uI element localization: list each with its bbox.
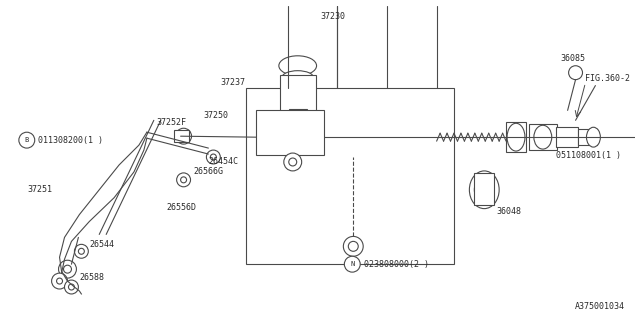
Text: 37230: 37230 bbox=[320, 12, 345, 21]
Ellipse shape bbox=[474, 177, 494, 203]
Circle shape bbox=[568, 66, 582, 80]
Bar bbox=[280, 75, 316, 112]
Bar bbox=[246, 88, 454, 264]
Ellipse shape bbox=[507, 123, 525, 151]
Text: 051108001(1 ): 051108001(1 ) bbox=[556, 150, 621, 160]
Text: 26544: 26544 bbox=[90, 240, 115, 249]
Text: FIG.360-2: FIG.360-2 bbox=[586, 74, 630, 83]
Circle shape bbox=[58, 260, 76, 278]
Circle shape bbox=[175, 128, 191, 144]
Circle shape bbox=[52, 273, 67, 289]
Circle shape bbox=[343, 236, 363, 256]
Circle shape bbox=[19, 132, 35, 148]
Text: 26566G: 26566G bbox=[193, 167, 223, 176]
Bar bbox=[506, 122, 526, 152]
Ellipse shape bbox=[586, 127, 600, 147]
Text: 011308200(1 ): 011308200(1 ) bbox=[38, 136, 102, 145]
Text: 37237: 37237 bbox=[220, 78, 245, 87]
Circle shape bbox=[344, 256, 360, 272]
Circle shape bbox=[177, 173, 191, 187]
Bar bbox=[289, 109, 307, 125]
Text: A375001034: A375001034 bbox=[575, 302, 625, 311]
Ellipse shape bbox=[469, 171, 499, 209]
Bar bbox=[577, 129, 597, 145]
Text: 37252F: 37252F bbox=[157, 118, 187, 127]
Text: 36048: 36048 bbox=[496, 207, 521, 216]
Bar bbox=[474, 173, 494, 205]
Circle shape bbox=[284, 153, 301, 171]
Text: 26454C: 26454C bbox=[208, 157, 238, 166]
Text: 26556D: 26556D bbox=[166, 203, 196, 212]
Ellipse shape bbox=[534, 125, 552, 149]
Circle shape bbox=[74, 244, 88, 258]
Text: 023808000(2 ): 023808000(2 ) bbox=[364, 260, 429, 269]
Text: N: N bbox=[350, 261, 355, 267]
Text: 26588: 26588 bbox=[79, 273, 104, 282]
Ellipse shape bbox=[282, 71, 314, 84]
Text: 36085: 36085 bbox=[561, 54, 586, 63]
Bar bbox=[556, 127, 577, 147]
Text: B: B bbox=[25, 137, 29, 143]
Ellipse shape bbox=[279, 56, 317, 76]
Circle shape bbox=[65, 280, 78, 294]
Text: 37250: 37250 bbox=[204, 111, 228, 120]
Circle shape bbox=[207, 150, 220, 164]
Bar bbox=[256, 110, 323, 155]
Bar bbox=[173, 130, 189, 142]
Bar bbox=[529, 124, 557, 150]
Text: 37251: 37251 bbox=[28, 185, 52, 194]
